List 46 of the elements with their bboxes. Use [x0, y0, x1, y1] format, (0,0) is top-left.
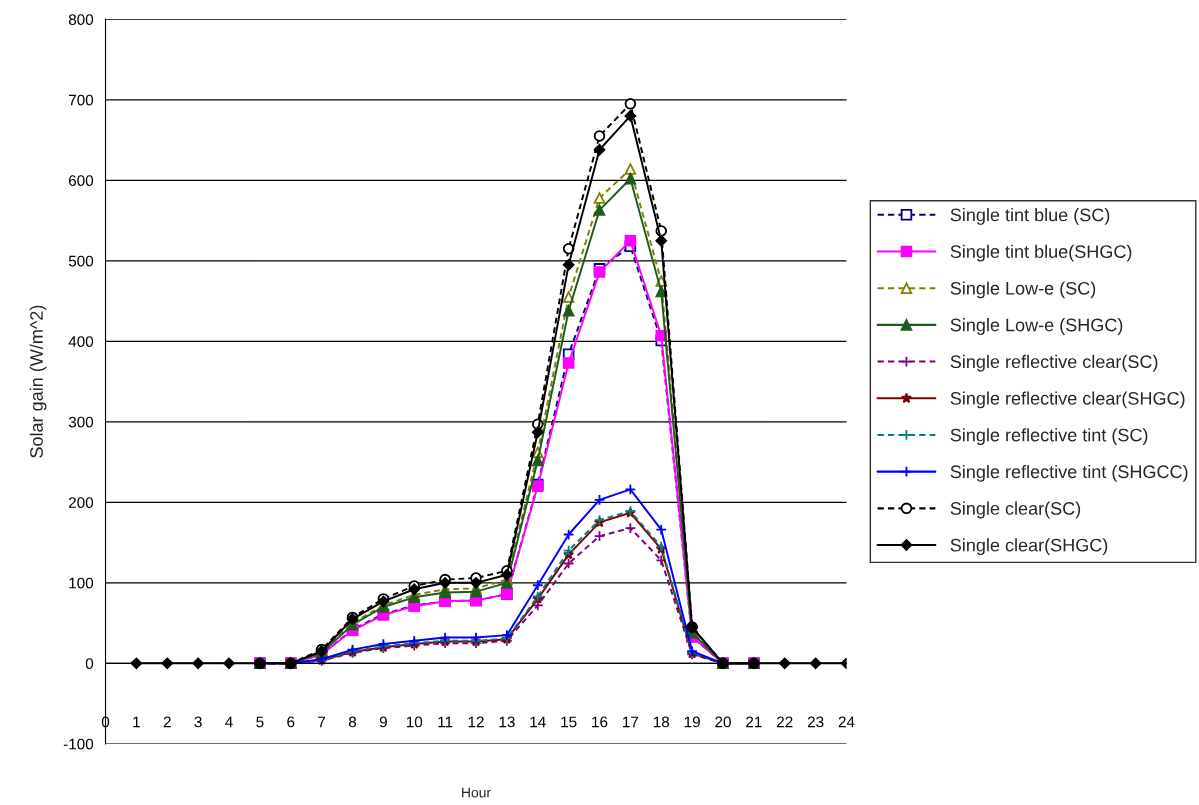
x-tick-label: 21	[746, 716, 762, 728]
legend-label: Single reflective tint (SC)	[950, 428, 1148, 446]
y-tick-label: -100	[63, 738, 94, 750]
x-tick-label: 8	[348, 716, 357, 728]
y-axis-title: Solar gain (W/m^2)	[29, 305, 47, 458]
legend-label: Single reflective clear(SHGC)	[950, 391, 1185, 409]
legend-label: Single reflective clear(SC)	[950, 354, 1158, 372]
x-tick-label: 11	[438, 716, 453, 728]
legend-label: Single clear(SC)	[950, 501, 1081, 519]
x-tick-label: 10	[406, 716, 423, 728]
y-tick-label: 300	[68, 416, 94, 428]
x-tick-label: 22	[777, 716, 793, 728]
legend-label: Single Low-e (SC)	[950, 281, 1096, 299]
x-tick-label: 6	[287, 716, 295, 728]
x-tick-label: 19	[684, 716, 700, 728]
x-tick-label: 1	[133, 716, 140, 728]
x-tick-label: 20	[715, 716, 731, 728]
x-tick-label: 3	[194, 716, 202, 728]
legend-label: Single tint blue(SHGC)	[950, 244, 1132, 262]
x-tick-label: 9	[379, 716, 387, 728]
x-tick-label: 15	[561, 716, 577, 728]
x-tick-label: 14	[530, 716, 546, 728]
legend-label: Single Low-e (SHGC)	[950, 318, 1123, 335]
x-tick-label: 18	[653, 716, 670, 728]
y-tick-label: 600	[68, 175, 94, 187]
x-tick-label: 17	[623, 716, 639, 728]
x-axis-title: Hour	[462, 787, 491, 798]
x-tick-label: 13	[499, 716, 515, 728]
y-tick-label: 100	[69, 577, 94, 589]
legend-label: Single tint blue (SC)	[950, 208, 1110, 225]
y-tick-label: 700	[69, 94, 94, 106]
y-tick-label: 400	[68, 336, 94, 348]
y-tick-label: 500	[68, 255, 94, 267]
legend-label: Single reflective tint (SHGCC)	[950, 464, 1188, 482]
legend-label: Single clear(SHGC)	[950, 538, 1108, 556]
x-tick-label: 7	[318, 716, 326, 728]
x-tick-label: 2	[163, 716, 171, 728]
y-tick-label: 0	[85, 658, 94, 670]
y-tick-label: 200	[68, 497, 94, 509]
x-tick-label: 24	[838, 716, 855, 728]
y-tick-label: 800	[68, 14, 94, 26]
x-tick-label: 16	[592, 716, 608, 728]
x-tick-label: 23	[807, 716, 824, 728]
x-tick-label: 12	[468, 716, 484, 728]
x-tick-label: 4	[225, 716, 233, 728]
x-tick-label: 5	[256, 716, 264, 728]
